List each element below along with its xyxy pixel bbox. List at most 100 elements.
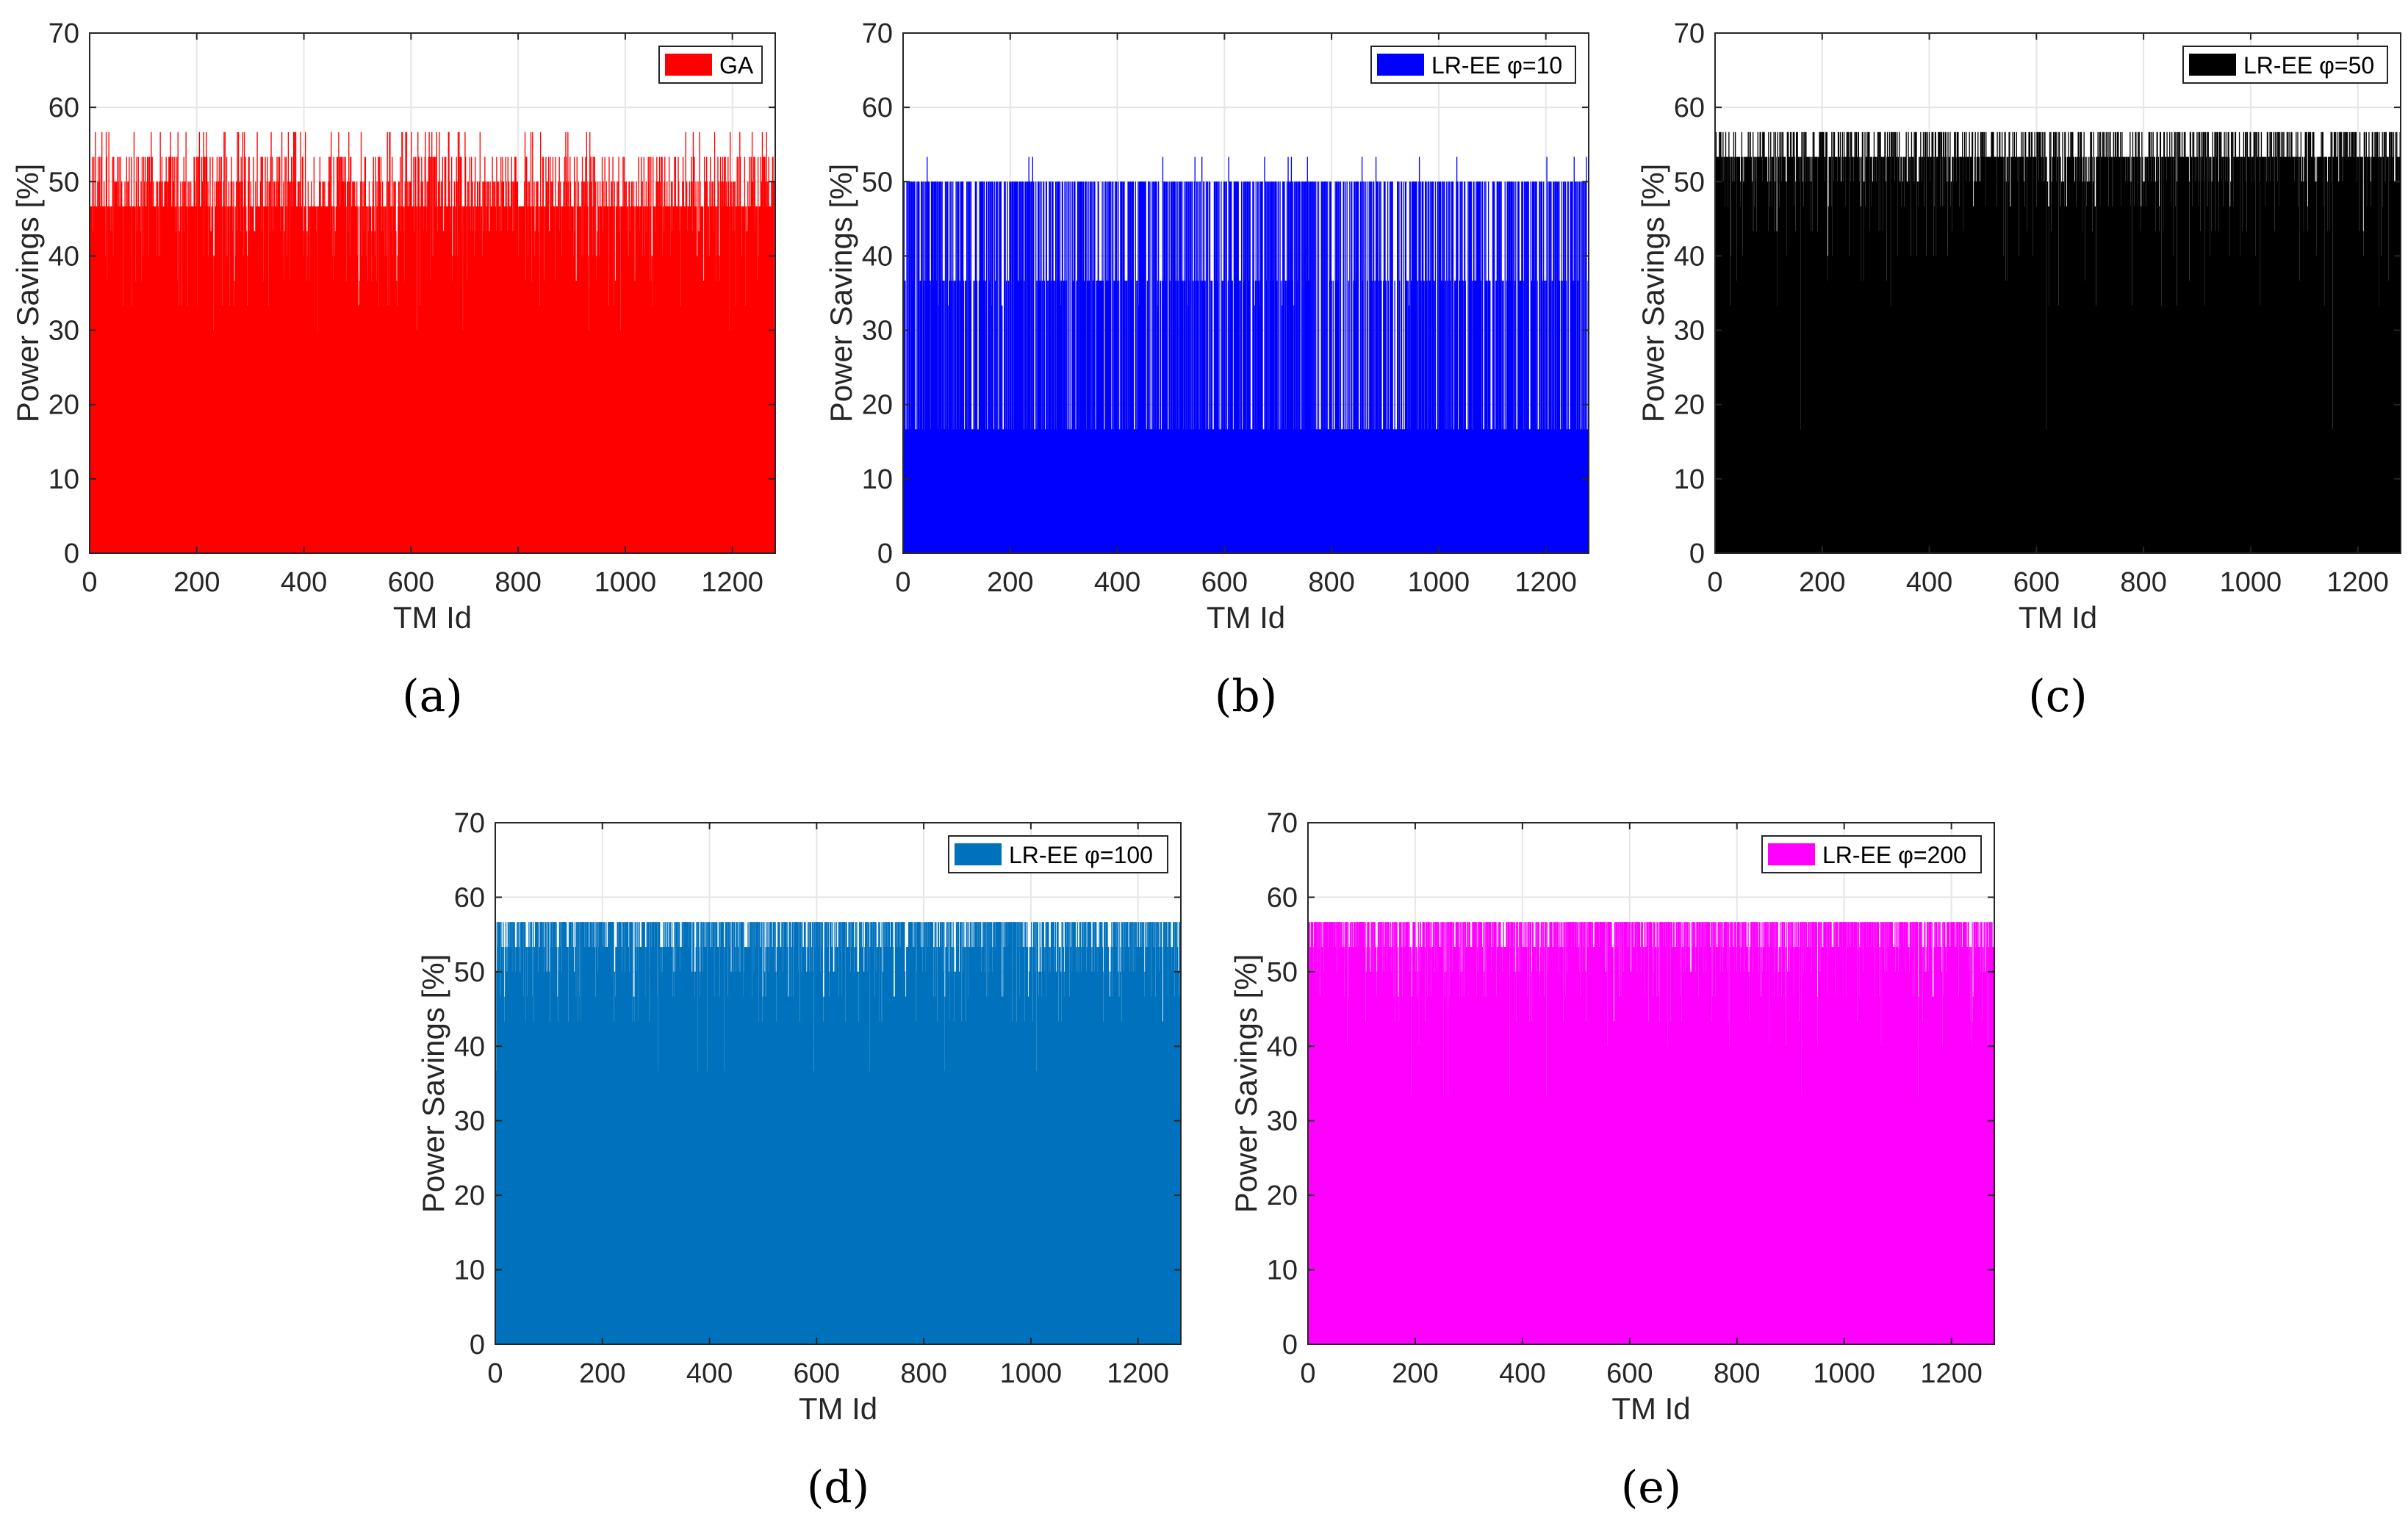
bar	[2301, 181, 2303, 554]
bar	[179, 206, 181, 553]
bar	[807, 947, 808, 1344]
bar	[702, 922, 705, 1344]
bar	[567, 947, 568, 1344]
bar	[631, 1021, 633, 1344]
bar	[2102, 131, 2104, 553]
bar	[205, 156, 206, 554]
bar	[1859, 181, 1861, 554]
bar	[597, 206, 600, 553]
bar	[243, 131, 245, 553]
bar	[1141, 181, 1143, 554]
bar	[2343, 131, 2345, 553]
bar	[1221, 429, 1223, 553]
bar	[761, 922, 763, 1344]
bar	[656, 156, 658, 554]
bar	[1947, 256, 1948, 553]
bar	[775, 1021, 777, 1344]
bar	[1329, 181, 1331, 554]
bar	[2006, 156, 2008, 554]
bar	[757, 922, 758, 1344]
axes-box	[902, 32, 1589, 554]
bar	[368, 231, 370, 553]
bar	[564, 156, 566, 554]
bar	[777, 922, 779, 1344]
bar	[2262, 156, 2263, 554]
bar	[1892, 131, 1894, 553]
bar	[461, 231, 463, 553]
bar	[683, 181, 684, 554]
bar	[1335, 181, 1337, 554]
bar	[1475, 281, 1476, 553]
bar	[766, 131, 767, 553]
legend-label: LR-EE φ=10	[1431, 52, 1562, 79]
bar	[1559, 429, 1561, 553]
bar	[1390, 281, 1392, 553]
bar	[407, 206, 409, 553]
bar	[1437, 429, 1439, 553]
bar	[625, 206, 627, 553]
bar	[1032, 156, 1033, 554]
bar	[2066, 206, 2068, 553]
bar	[379, 181, 381, 554]
bar	[2337, 131, 2339, 553]
bar	[2180, 156, 2182, 554]
bar	[1198, 181, 1200, 554]
bar	[940, 281, 941, 553]
bar	[1252, 181, 1254, 554]
y-tick-label: 40	[1674, 241, 1705, 272]
bar	[1394, 281, 1395, 553]
bar	[1988, 156, 1990, 554]
bar	[2185, 156, 2187, 554]
bar	[447, 206, 448, 553]
bar	[195, 206, 196, 553]
y-tick-label: 70	[862, 18, 893, 49]
bar	[311, 181, 312, 554]
bar	[704, 156, 705, 554]
bar	[1799, 156, 1800, 554]
bar	[927, 181, 929, 554]
bar	[2050, 131, 2052, 553]
bar	[134, 206, 135, 553]
bar	[1758, 156, 1760, 554]
bar	[1431, 429, 1433, 553]
bar	[1816, 156, 1818, 554]
bar	[395, 231, 397, 553]
bar	[825, 922, 827, 1344]
bar	[927, 947, 928, 1344]
bar	[553, 206, 556, 553]
bar	[464, 156, 467, 554]
bar	[459, 206, 461, 553]
bar	[889, 947, 891, 1344]
bar	[2133, 156, 2135, 554]
bar	[719, 156, 722, 554]
bar	[1215, 281, 1217, 553]
bar	[886, 947, 888, 1344]
bar	[769, 922, 772, 1344]
bar	[1099, 281, 1101, 553]
bar	[592, 947, 594, 1344]
bar	[512, 971, 514, 1344]
bar	[1010, 429, 1012, 553]
bar	[1357, 181, 1359, 554]
bar	[2391, 131, 2393, 553]
bar	[824, 947, 826, 1344]
bar	[763, 922, 765, 1344]
bar	[730, 971, 733, 1344]
bar	[1004, 181, 1006, 554]
bar	[680, 206, 683, 553]
bar	[2248, 156, 2249, 554]
bar	[350, 156, 351, 554]
bar	[2029, 131, 2030, 553]
bar	[735, 305, 736, 553]
bar	[1074, 181, 1075, 554]
bar	[805, 947, 807, 1344]
bar	[641, 206, 643, 553]
bar	[1365, 429, 1367, 553]
bar	[545, 156, 547, 554]
bar	[1290, 181, 1292, 554]
bar	[292, 181, 294, 554]
bar	[1842, 181, 1844, 554]
bar	[1072, 281, 1074, 553]
bar	[1340, 181, 1342, 554]
bar	[1753, 231, 1755, 553]
